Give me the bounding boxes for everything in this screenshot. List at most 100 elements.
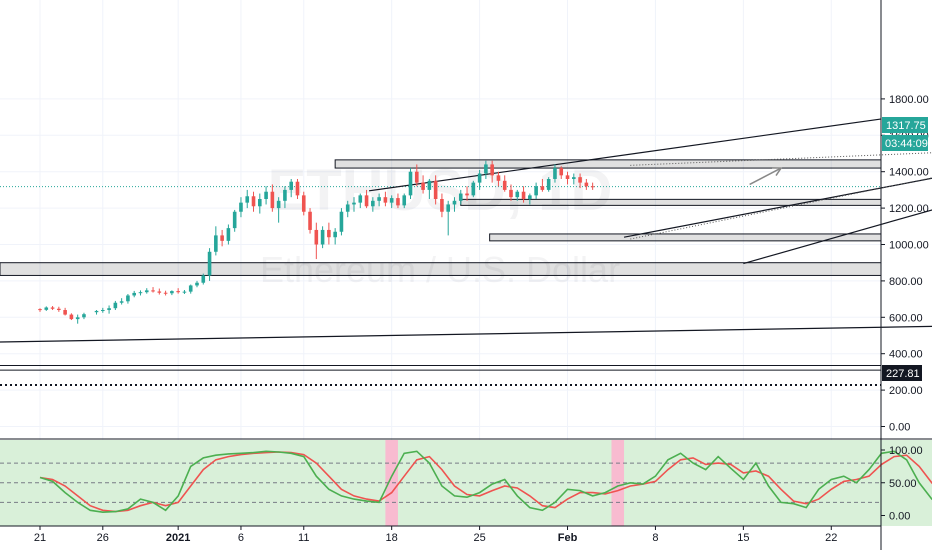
candle-body — [44, 307, 49, 310]
time-tick-label: 26 — [97, 532, 109, 544]
candle-body — [534, 186, 538, 196]
candle-body — [590, 186, 595, 188]
candle-body — [553, 168, 557, 179]
horizontal-lines[interactable] — [0, 186, 881, 387]
candle-body — [239, 202, 243, 212]
trendline[interactable] — [0, 322, 932, 343]
candle-body — [195, 282, 199, 286]
price-tick-label: 1000.00 — [889, 240, 929, 252]
time-axis[interactable]: 21 26 2021 6 11 18 25 Feb 8 15 22 — [0, 525, 881, 544]
candle-body — [50, 307, 55, 309]
candle-body — [82, 314, 86, 318]
candle-body — [584, 182, 589, 187]
projection-arrow[interactable] — [749, 167, 782, 186]
candle-body — [207, 251, 212, 276]
candle-body — [220, 235, 224, 241]
candle-body — [270, 191, 275, 209]
candle-body — [364, 195, 369, 207]
candle-body — [389, 198, 394, 203]
candle-body — [314, 229, 319, 245]
candle-body — [232, 211, 237, 229]
candle-body — [144, 290, 149, 293]
candle-body — [245, 196, 250, 203]
candle-body — [264, 191, 268, 199]
candle-body — [415, 171, 419, 183]
range-box[interactable] — [0, 262, 882, 276]
candle-body — [38, 309, 42, 311]
candle-body — [101, 310, 105, 312]
trendline[interactable] — [623, 166, 932, 238]
stoch-d-line — [39, 451, 932, 513]
trendline[interactable] — [630, 148, 932, 166]
candle-body — [214, 235, 218, 252]
projection-arrow-head — [772, 167, 783, 176]
candle-body — [345, 204, 350, 212]
candle-body — [94, 310, 99, 313]
price-axis[interactable]: 1800.001600.001400.001200.001000.00800.0… — [880, 0, 929, 550]
price-tick-label: 200.00 — [889, 385, 923, 397]
candle-body — [559, 168, 564, 176]
candle-body — [452, 200, 457, 205]
candle-body — [509, 189, 513, 198]
candle-body — [283, 189, 287, 201]
price-tick-label: 0.00 — [889, 422, 910, 434]
trendline[interactable] — [368, 118, 882, 192]
candle-body — [490, 164, 494, 176]
price-tick-label: 400.00 — [889, 349, 923, 361]
time-tick-label: 6 — [238, 532, 244, 544]
level-marker-label: 227.81 — [886, 368, 920, 380]
time-tick-label: 2021 — [166, 532, 190, 544]
price-badges: 1317.75 03:44:09 227.81 — [882, 117, 928, 381]
last-price-label: 1317.75 — [886, 120, 926, 132]
candle-body — [170, 291, 174, 294]
candle-body — [289, 181, 293, 190]
candle-body — [151, 290, 155, 292]
time-tick-label: 22 — [825, 532, 837, 544]
level-marker-badge — [882, 365, 922, 381]
candle-body — [132, 292, 136, 296]
range-box[interactable] — [489, 233, 882, 242]
candle-body — [565, 175, 570, 179]
candle-body — [515, 191, 520, 198]
candle-body — [352, 202, 356, 205]
candle-body — [201, 275, 206, 283]
candle-body — [327, 229, 331, 238]
candle-body — [308, 211, 312, 230]
candle-body — [295, 181, 300, 196]
trendline[interactable] — [743, 167, 932, 265]
candle-body — [358, 195, 363, 203]
candle-body — [226, 228, 231, 241]
candle-body — [484, 164, 488, 174]
candle-body — [69, 314, 74, 320]
candle-body — [188, 285, 193, 292]
stochastic-panel — [0, 440, 932, 526]
watermark-name: Ethereum / U.S. Dollar — [260, 249, 620, 290]
candle-body — [446, 204, 450, 212]
candle-body — [113, 302, 118, 309]
candle-body — [63, 310, 67, 315]
candle-body — [396, 198, 400, 206]
time-tick-label: 11 — [298, 532, 309, 544]
stoch-axis[interactable]: 100.00 50.00 0.00 — [881, 445, 923, 523]
countdown-label: 03:44:09 — [885, 138, 928, 150]
candle-body — [119, 301, 124, 303]
candle-body — [433, 180, 438, 199]
candle-body — [496, 175, 501, 181]
time-tick-label: 25 — [473, 532, 485, 544]
price-tick-label: 1200.00 — [889, 203, 929, 215]
trendlines[interactable] — [0, 118, 932, 343]
candle-body — [421, 182, 425, 190]
candle-body — [440, 199, 444, 212]
candle-body — [371, 200, 375, 207]
candle-body — [75, 317, 80, 320]
candle-body — [251, 196, 256, 207]
time-tick-label: Feb — [558, 532, 578, 544]
candle-body — [157, 291, 162, 293]
candle-body — [258, 199, 262, 207]
candle-body — [377, 197, 381, 201]
candles — [38, 160, 595, 324]
countdown-badge — [882, 135, 928, 151]
candle-body — [546, 178, 551, 190]
candle-body — [471, 182, 476, 196]
